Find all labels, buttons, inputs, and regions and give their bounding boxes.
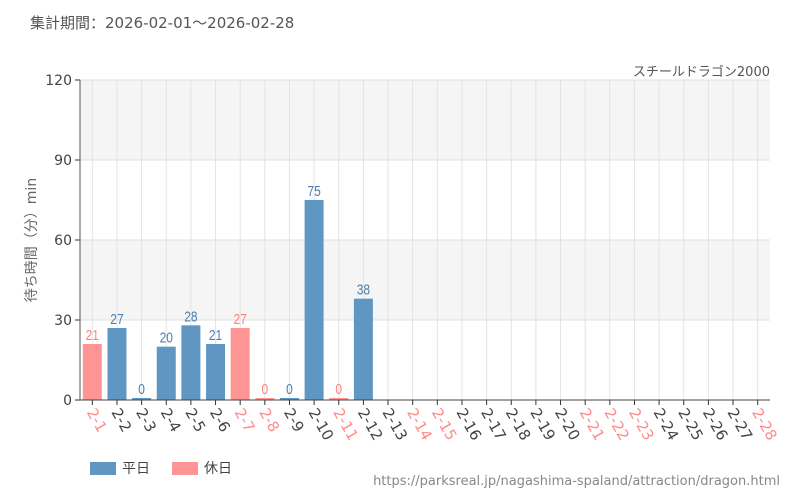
- x-tick-label-2-3: 2-3: [132, 405, 160, 435]
- x-tick-label-2-5: 2-5: [181, 405, 209, 435]
- bar-2-11: [329, 398, 349, 400]
- data-label-2-9: 0: [286, 381, 293, 398]
- legend-label-holiday: 休日: [204, 461, 232, 477]
- data-label-2-10: 75: [307, 183, 320, 200]
- bar-2-2: [107, 328, 127, 400]
- legend-holiday[interactable]: 休日: [172, 458, 232, 478]
- x-tick-label-2-4: 2-4: [157, 405, 185, 435]
- x-tick-label-2-21: 2-21: [576, 405, 609, 443]
- data-label-2-1: 21: [86, 327, 99, 344]
- legend-swatch-weekday: [90, 461, 116, 475]
- x-tick-label-2-7: 2-7: [231, 405, 259, 435]
- x-tick-label-2-23: 2-23: [625, 405, 658, 443]
- data-label-2-5: 28: [184, 308, 197, 325]
- data-label-2-4: 20: [160, 329, 174, 346]
- x-tick-label-2-15: 2-15: [428, 405, 461, 443]
- data-label-2-11: 0: [335, 381, 342, 398]
- x-tick-label-2-1: 2-1: [83, 405, 111, 435]
- x-tick-label-2-13: 2-13: [379, 405, 412, 443]
- data-label-2-8: 0: [261, 381, 268, 398]
- grid-band: [80, 80, 770, 160]
- grid-band: [80, 240, 770, 320]
- x-tick-label-2-25: 2-25: [674, 405, 707, 443]
- data-label-2-2: 27: [110, 311, 123, 328]
- y-tick-label: 60: [54, 233, 72, 249]
- y-axis-label: 待ち時間（分）min: [24, 178, 40, 302]
- x-tick-label-2-28: 2-28: [748, 405, 781, 443]
- y-tick-label: 90: [54, 153, 72, 169]
- legend: 平日 休日: [90, 458, 232, 478]
- x-tick-label-2-8: 2-8: [255, 405, 283, 435]
- legend-label-weekday: 平日: [122, 461, 150, 477]
- y-tick-label: 30: [54, 313, 72, 329]
- x-tick-label-2-27: 2-27: [724, 405, 757, 443]
- x-tick-label-2-9: 2-9: [280, 405, 308, 435]
- bar-2-1: [82, 344, 102, 400]
- x-tick-label-2-11: 2-11: [329, 405, 362, 443]
- data-label-2-3: 0: [138, 381, 145, 398]
- bar-2-9: [279, 398, 299, 400]
- period-label: 集計期間：2026-02-01〜2026-02-28: [30, 14, 295, 32]
- x-tick-label-2-10: 2-10: [305, 405, 338, 443]
- source-url: https://parksreal.jp/nagashima-spaland/a…: [373, 474, 780, 489]
- bar-2-4: [156, 346, 176, 400]
- legend-weekday[interactable]: 平日: [90, 458, 150, 478]
- bar-2-12: [353, 298, 373, 400]
- data-label-2-7: 27: [234, 311, 247, 328]
- legend-swatch-holiday: [172, 461, 198, 475]
- chart-title: スチールドラゴン2000: [632, 65, 770, 80]
- x-tick-label-2-26: 2-26: [699, 405, 732, 443]
- data-label-2-6: 21: [209, 327, 222, 344]
- x-tick-label-2-14: 2-14: [403, 405, 436, 443]
- x-tick-label-2-2: 2-2: [108, 405, 136, 435]
- bar-2-8: [255, 398, 275, 400]
- bar-2-7: [230, 328, 250, 400]
- bar-2-3: [132, 398, 152, 400]
- bar-2-6: [206, 344, 226, 400]
- x-tick-label-2-12: 2-12: [354, 405, 387, 443]
- bar-2-5: [181, 325, 201, 400]
- x-tick-label-2-6: 2-6: [206, 405, 234, 435]
- x-tick-label-2-24: 2-24: [650, 405, 683, 443]
- x-tick-label-2-18: 2-18: [502, 405, 535, 443]
- x-tick-label-2-19: 2-19: [526, 405, 559, 443]
- x-tick-label-2-20: 2-20: [551, 405, 584, 443]
- bar-2-10: [304, 200, 324, 400]
- data-label-2-12: 38: [357, 281, 370, 298]
- y-tick-label: 120: [45, 73, 72, 89]
- x-tick-label-2-17: 2-17: [477, 405, 510, 443]
- x-tick-label-2-16: 2-16: [453, 405, 486, 443]
- y-tick-label: 0: [63, 393, 72, 409]
- x-tick-label-2-22: 2-22: [600, 405, 633, 443]
